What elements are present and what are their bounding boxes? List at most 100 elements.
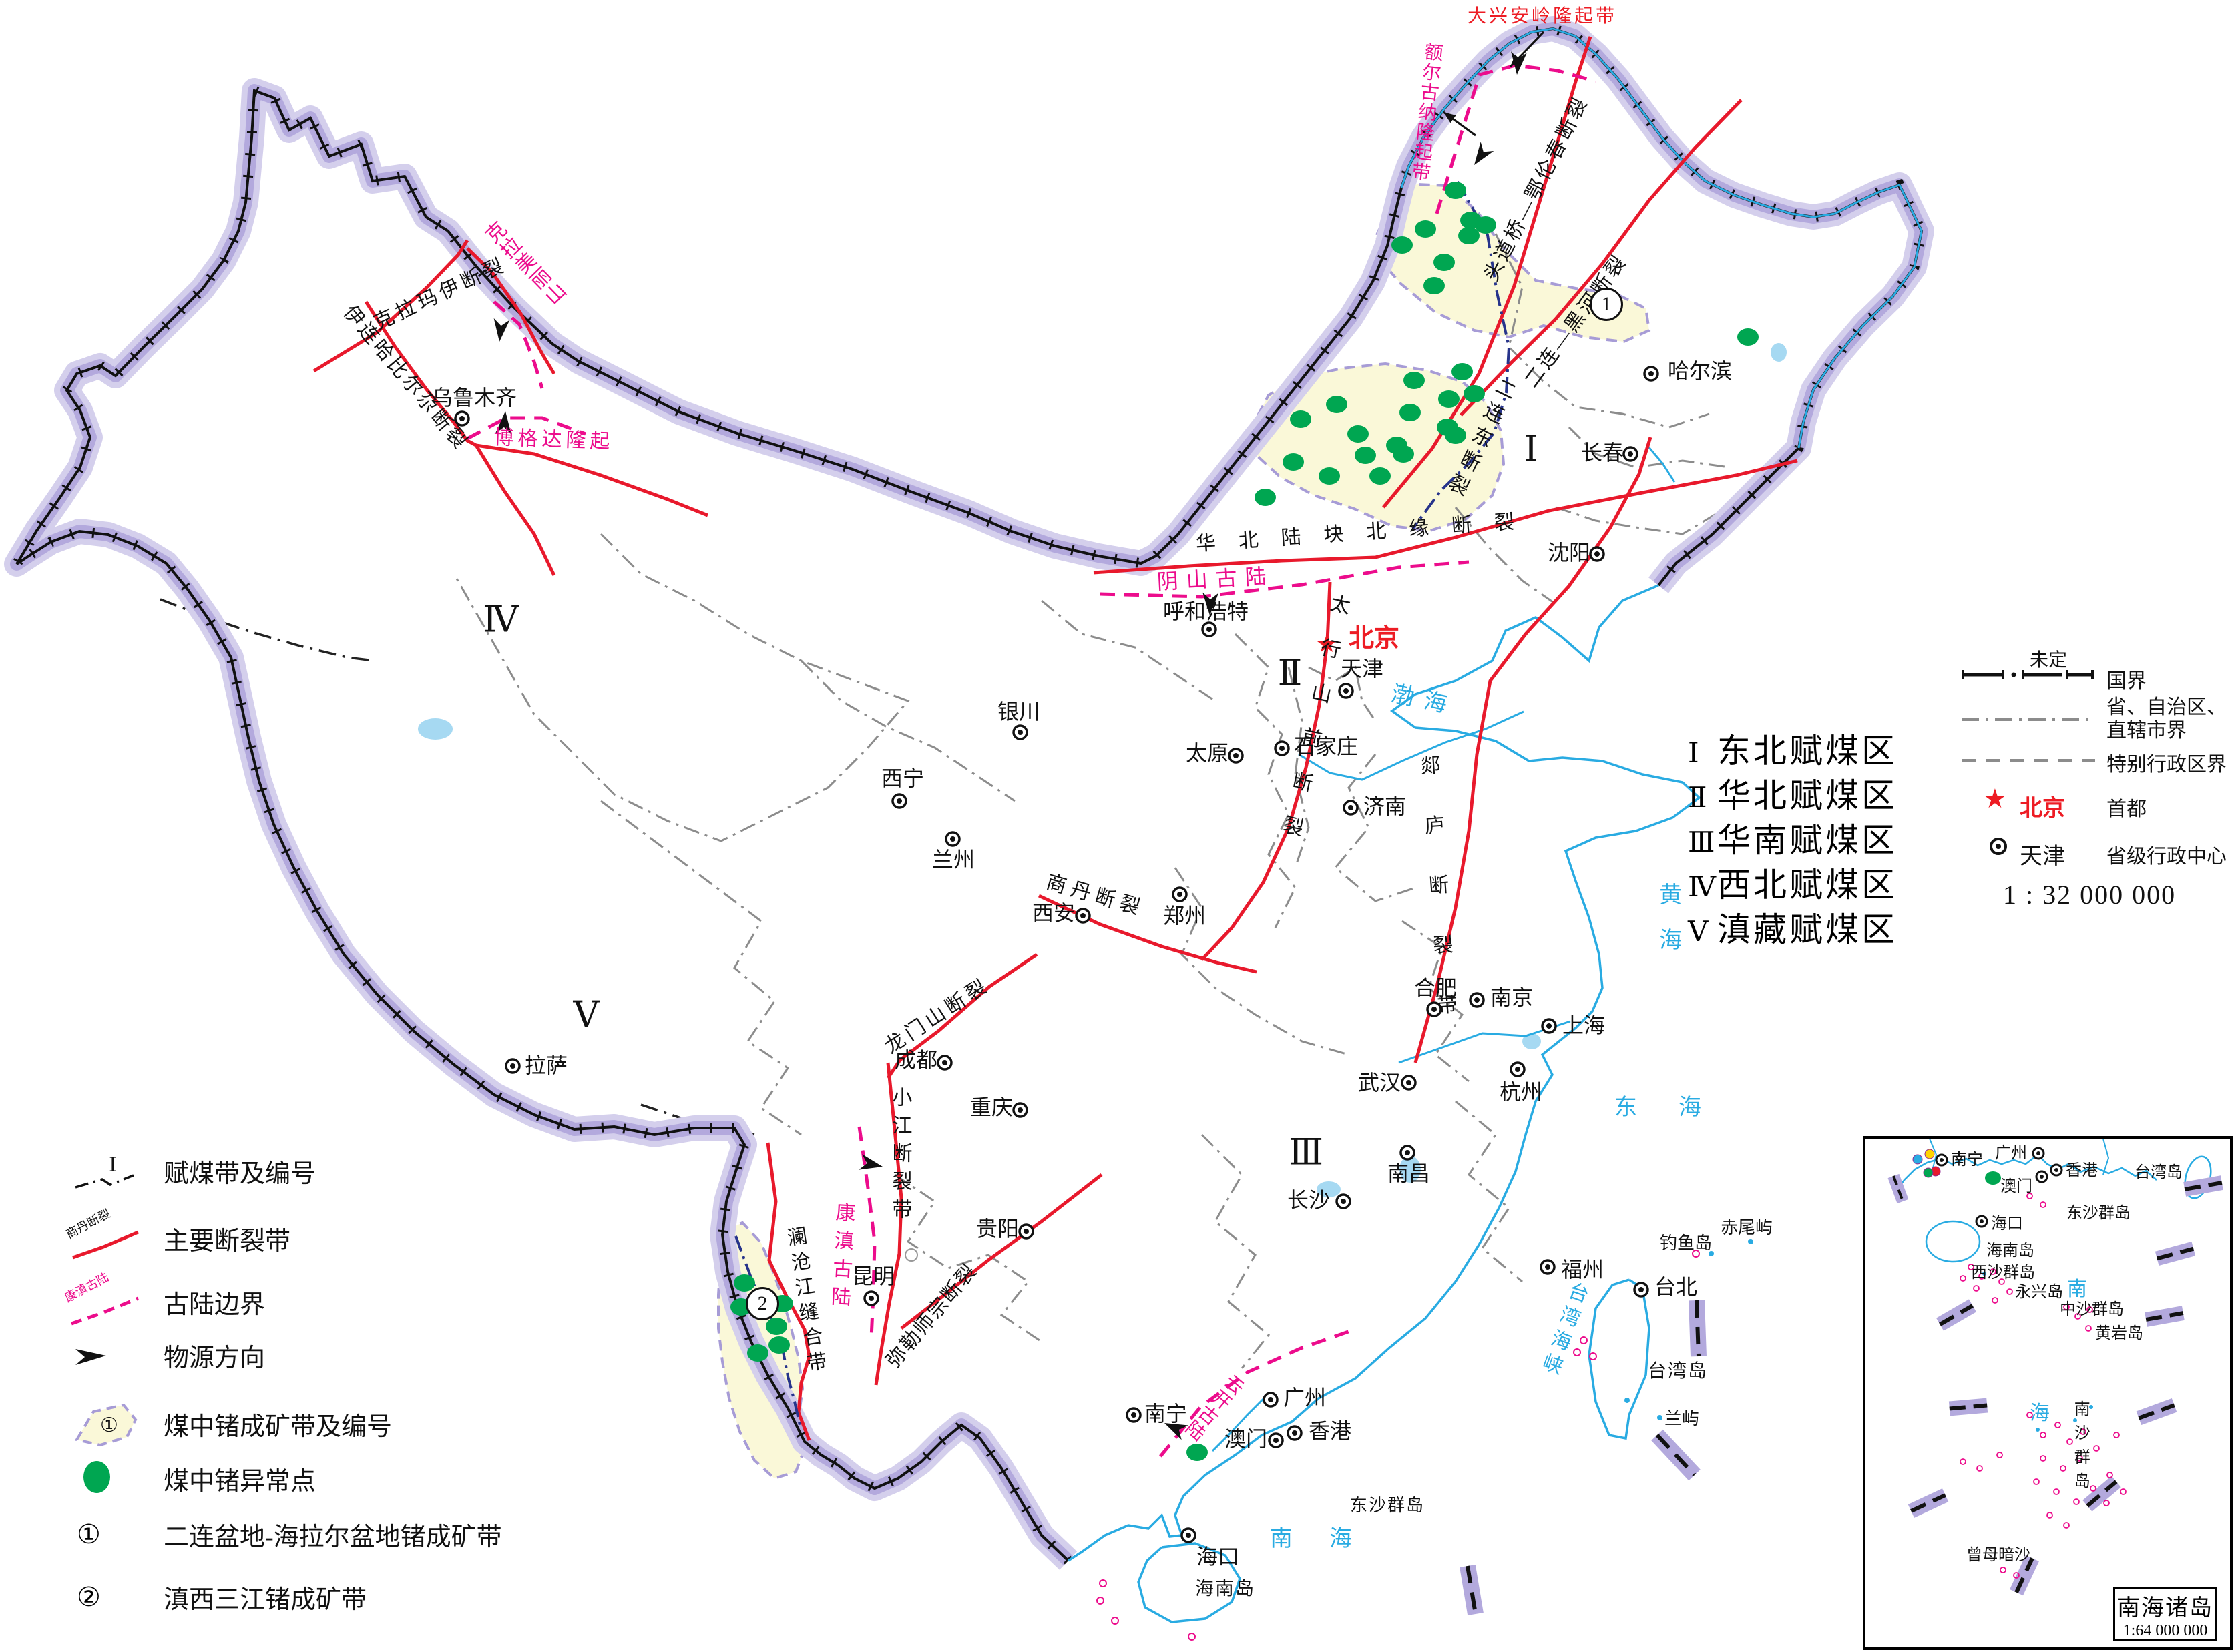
- inset-geo-label: 台湾岛: [2135, 1164, 2183, 1181]
- city-label: 乌鲁木齐: [431, 386, 517, 410]
- provincial-city-symbol-icon: [1990, 838, 2007, 855]
- inset-reef: [2113, 1432, 2120, 1438]
- legend-item-ge-belt: ① 煤中锗成矿带及编号: [63, 1393, 392, 1455]
- belt-number: 1: [1590, 288, 1623, 321]
- ge-anomaly-dot: [1445, 427, 1466, 444]
- provenance-arrow-icon: [63, 1337, 164, 1374]
- coastline: [1068, 584, 1701, 1562]
- inset-reef: [2090, 1485, 2096, 1492]
- city-marker-dot: [1024, 1229, 1029, 1234]
- inset-river: [2102, 1138, 2110, 1175]
- paleoland-symbol-icon: 康滇古陆: [62, 1270, 164, 1334]
- fault-line: [364, 300, 477, 447]
- city-label: 沈阳: [1548, 541, 1591, 565]
- map-scale: 1 : 32 000 000: [2003, 880, 2177, 910]
- geo-label: 东沙群岛: [1350, 1496, 1425, 1515]
- legend-item-coal-belt: Ⅰ 赋煤带及编号: [63, 1146, 316, 1196]
- fault-line: [475, 443, 708, 517]
- geo-label: 南海: [1270, 1527, 1389, 1551]
- ge-anomaly-dot: [768, 1336, 790, 1354]
- reef: [1188, 1633, 1196, 1641]
- province-border-symbol-icon: [1962, 718, 2095, 721]
- geo-label: 东海: [1614, 1095, 1743, 1120]
- legend-label: 煤中锗成矿带及编号: [164, 1413, 393, 1441]
- provenance-arrow-icon: [1511, 51, 1527, 75]
- legend-item-belt2: ② 滇西三江锗成矿带: [63, 1579, 367, 1615]
- city-label: 哈尔滨: [1668, 359, 1733, 383]
- city-marker-dot: [942, 1060, 947, 1065]
- capital-desc: 首都: [2106, 798, 2147, 820]
- inset-reef: [1976, 1465, 1983, 1472]
- national-border-symbol-icon: [1962, 670, 2094, 679]
- inset-reef: [2093, 1445, 2100, 1452]
- city-marker-dot: [1343, 688, 1349, 694]
- ge-anomaly-dot: [1355, 447, 1376, 464]
- province-border: [800, 659, 1016, 802]
- paleoland-boundary: [1100, 560, 1470, 599]
- inset-city-dot: [2040, 1175, 2044, 1179]
- city-marker-dot: [1273, 1438, 1279, 1443]
- fault-line: [1413, 437, 1652, 1063]
- legend-label: 二连盆地-海拉尔盆地锗成矿带: [164, 1523, 502, 1551]
- ge-anomaly-dot: [1319, 467, 1340, 485]
- city-label: 南京: [1490, 985, 1534, 1009]
- city-label: 重庆: [970, 1095, 1014, 1119]
- sar-border-label: 特别行政区界: [2106, 754, 2227, 776]
- inset-sea-label: 海: [2030, 1402, 2050, 1424]
- border-river: [1400, 27, 1923, 449]
- inset-city-dot: [2054, 1168, 2058, 1172]
- inset-reef: [2006, 1288, 2013, 1295]
- inset-sea-label: 南: [2067, 1278, 2087, 1300]
- city-label: 石家庄: [1294, 734, 1359, 758]
- inset-title: 南海诸岛: [2117, 1596, 2213, 1621]
- inset-city-label: 南宁: [1951, 1151, 1983, 1169]
- provenance-arrow-icon: [495, 411, 511, 435]
- nine-dash-segment: [1939, 1304, 1974, 1326]
- border-ticks: [12, 23, 1927, 1565]
- geo-label: 钓鱼岛: [1660, 1233, 1713, 1253]
- ge-anomaly-dot: [1433, 254, 1455, 271]
- inset-river: [1929, 1138, 1938, 1169]
- coal-region-legend: Ⅰ 东北赋煤区 Ⅱ 华北赋煤区 Ⅲ 华南赋煤区 Ⅳ 西北赋煤区 Ⅴ 滇藏赋煤区: [1688, 724, 1897, 948]
- city-label: 贵阳: [976, 1217, 1020, 1241]
- inset-geo-label: 黄岩岛: [2095, 1325, 2143, 1342]
- ge-anomaly-dot: [734, 1274, 755, 1292]
- reef: [1580, 1336, 1588, 1344]
- inset-reef: [1996, 1452, 2003, 1458]
- ge-anomaly-dot: [1393, 445, 1414, 463]
- small-island: [1748, 1239, 1753, 1244]
- fault-line: [874, 1062, 903, 1386]
- province-border: [1455, 1100, 1523, 1283]
- inset-reef: [2063, 1304, 2070, 1310]
- inset-ge-dot: [1985, 1171, 2001, 1185]
- ge-anomaly-dot: [1347, 425, 1369, 443]
- national-border: [15, 27, 1924, 1562]
- inset-reef: [2080, 1428, 2086, 1435]
- city-label: 澳门: [1224, 1427, 1268, 1451]
- city-marker-dot: [1268, 1397, 1273, 1402]
- ge-anomaly-dot: [1737, 328, 1759, 346]
- nine-dash-segment: [2138, 1403, 2175, 1420]
- city-label: 武汉: [1358, 1071, 1401, 1095]
- geo-label: 赤尾屿: [1721, 1218, 1773, 1237]
- taiwan-island: [1588, 1278, 1650, 1440]
- inset-reef: [2033, 1478, 2040, 1485]
- inset-reef: [2103, 1500, 2110, 1506]
- small-island: [1709, 1251, 1714, 1256]
- inset-city-dot: [1940, 1158, 1944, 1162]
- inset-hainan: [1925, 1220, 1981, 1263]
- provenance-arrow-icon: [1164, 1423, 1188, 1440]
- nine-dash-segment: [2184, 1181, 2223, 1191]
- region-row: Ⅲ 华南赋煤区: [1688, 822, 1897, 859]
- city-label: 兰州: [932, 848, 975, 872]
- reef: [1111, 1617, 1119, 1625]
- inset-city-dot: [1980, 1219, 1984, 1223]
- city-marker-dot: [1186, 1533, 1191, 1538]
- ge-anomaly-dot: [1464, 385, 1485, 402]
- inset-islet: [1982, 1272, 1986, 1276]
- inset-reef: [2106, 1472, 2113, 1478]
- coal-belt-symbol-icon: Ⅰ: [63, 1146, 164, 1196]
- ge-anomaly-dot: [1326, 396, 1347, 413]
